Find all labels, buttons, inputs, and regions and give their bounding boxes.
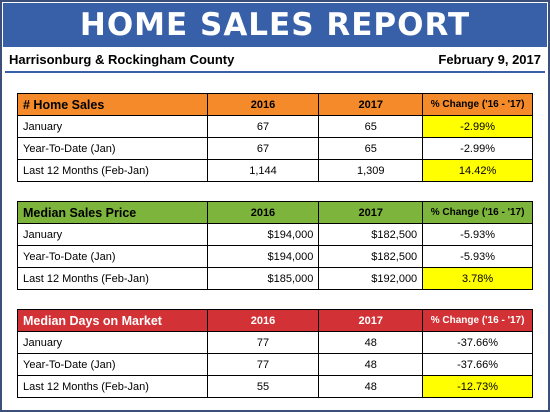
value-2016: $185,000 [206, 267, 320, 290]
title-banner: HOME SALES REPORT [3, 3, 547, 47]
percent-change: -37.66% [422, 353, 533, 376]
column-header-2017: 2017 [318, 201, 424, 224]
percent-change: 3.78% [422, 267, 533, 290]
table-row: Last 12 Months (Feb-Jan) 1,144 1,309 14.… [17, 159, 533, 182]
percent-change: -2.99% [422, 115, 533, 138]
column-header-2017: 2017 [318, 93, 424, 116]
value-2017: 48 [318, 353, 424, 376]
percent-change: -12.73% [422, 375, 533, 398]
percent-change: -5.93% [422, 223, 533, 246]
value-2016: $194,000 [206, 245, 320, 268]
column-header-change: % Change ('16 - '17) [422, 201, 533, 224]
median-sales-price-table: Median Sales Price 2016 2017 % Change ('… [17, 201, 533, 290]
value-2017: 65 [318, 115, 424, 138]
value-2016: 1,144 [206, 159, 320, 182]
row-label: January [17, 331, 208, 354]
table-row: Last 12 Months (Feb-Jan) $185,000 $192,0… [17, 267, 533, 290]
value-2016: 67 [206, 137, 320, 160]
value-2017: $192,000 [318, 267, 424, 290]
table-row: Year-To-Date (Jan) $194,000 $182,500 -5.… [17, 245, 533, 268]
row-label: Year-To-Date (Jan) [17, 245, 208, 268]
home-sales-table: # Home Sales 2016 2017 % Change ('16 - '… [17, 93, 533, 182]
column-header-2017: 2017 [318, 309, 424, 332]
report-subheader: Harrisonburg & Rockingham County Februar… [5, 47, 545, 73]
value-2017: 48 [318, 331, 424, 354]
percent-change: 14.42% [422, 159, 533, 182]
row-label: January [17, 223, 208, 246]
percent-change: -2.99% [422, 137, 533, 160]
table-row: January 67 65 -2.99% [17, 115, 533, 138]
table-header-row: Median Days on Market 2016 2017 % Change… [17, 309, 533, 332]
report-date: February 9, 2017 [438, 51, 541, 67]
percent-change: -37.66% [422, 331, 533, 354]
table-row: Year-To-Date (Jan) 67 65 -2.99% [17, 137, 533, 160]
value-2016: 77 [206, 331, 320, 354]
column-header-change: % Change ('16 - '17) [422, 93, 533, 116]
row-label: January [17, 115, 208, 138]
table-row: January $194,000 $182,500 -5.93% [17, 223, 533, 246]
row-label: Last 12 Months (Feb-Jan) [17, 159, 208, 182]
row-label: Last 12 Months (Feb-Jan) [17, 267, 208, 290]
table-title: Median Days on Market [17, 309, 208, 332]
median-days-on-market-table: Median Days on Market 2016 2017 % Change… [17, 309, 533, 398]
column-header-2016: 2016 [206, 309, 320, 332]
column-header-2016: 2016 [206, 93, 320, 116]
value-2017: 1,309 [318, 159, 424, 182]
table-header-row: # Home Sales 2016 2017 % Change ('16 - '… [17, 93, 533, 116]
value-2016: 77 [206, 353, 320, 376]
value-2017: 48 [318, 375, 424, 398]
row-label: Last 12 Months (Feb-Jan) [17, 375, 208, 398]
percent-change: -5.93% [422, 245, 533, 268]
column-header-change: % Change ('16 - '17) [422, 309, 533, 332]
region-name: Harrisonburg & Rockingham County [9, 51, 235, 67]
value-2016: $194,000 [206, 223, 320, 246]
report-title: HOME SALES REPORT [79, 7, 471, 43]
table-header-row: Median Sales Price 2016 2017 % Change ('… [17, 201, 533, 224]
table-title: # Home Sales [17, 93, 208, 116]
value-2017: $182,500 [318, 245, 424, 268]
row-label: Year-To-Date (Jan) [17, 353, 208, 376]
value-2017: $182,500 [318, 223, 424, 246]
value-2016: 67 [206, 115, 320, 138]
value-2016: 55 [206, 375, 320, 398]
table-row: Year-To-Date (Jan) 77 48 -37.66% [17, 353, 533, 376]
table-row: January 77 48 -37.66% [17, 331, 533, 354]
column-header-2016: 2016 [206, 201, 320, 224]
value-2017: 65 [318, 137, 424, 160]
row-label: Year-To-Date (Jan) [17, 137, 208, 160]
table-title: Median Sales Price [17, 201, 208, 224]
table-row: Last 12 Months (Feb-Jan) 55 48 -12.73% [17, 375, 533, 398]
